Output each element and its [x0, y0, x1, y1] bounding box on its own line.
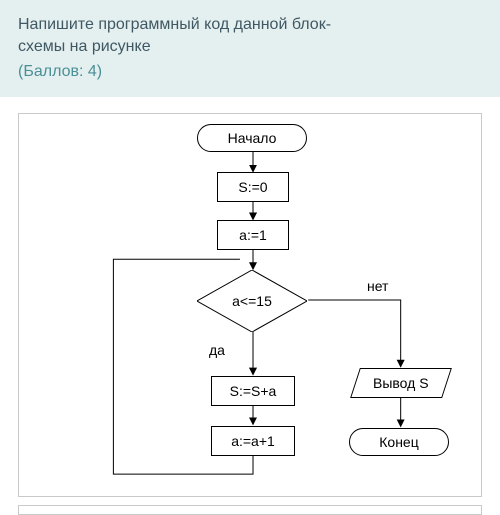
question-line-1: Напишите программный код данной блок-: [18, 14, 482, 36]
flowchart: Начало S:=0 a:=1 a<=15 да нет S:=S+a a:=…: [27, 120, 473, 496]
node-s-init: S:=0: [217, 172, 289, 202]
node-start-label: Начало: [228, 130, 277, 146]
node-end: Конец: [349, 428, 449, 456]
node-end-label: Конец: [379, 434, 418, 450]
label-no: нет: [367, 278, 388, 294]
label-yes: да: [209, 342, 225, 358]
question-line-2: схемы на рисунке: [18, 36, 482, 58]
node-s-acc-label: S:=S+a: [230, 383, 277, 399]
node-output-label: Вывод S: [373, 375, 429, 391]
node-s-acc: S:=S+a: [211, 376, 295, 406]
question-panel: Напишите программный код данной блок- сх…: [0, 0, 500, 97]
node-a-inc: a:=a+1: [211, 426, 295, 456]
question-points: (Баллов: 4): [18, 61, 482, 83]
node-condition-label: a<=15: [197, 270, 307, 332]
node-start: Начало: [197, 124, 307, 152]
node-output: Вывод S: [350, 368, 452, 398]
flowchart-frame: Начало S:=0 a:=1 a<=15 да нет S:=S+a a:=…: [18, 113, 482, 497]
node-a-inc-label: a:=a+1: [231, 433, 275, 449]
node-s-init-label: S:=0: [238, 179, 267, 195]
node-a-init-label: a:=1: [239, 227, 267, 243]
node-condition: a<=15: [197, 270, 307, 332]
answer-frame-peek: [18, 505, 482, 515]
node-a-init: a:=1: [217, 220, 289, 250]
